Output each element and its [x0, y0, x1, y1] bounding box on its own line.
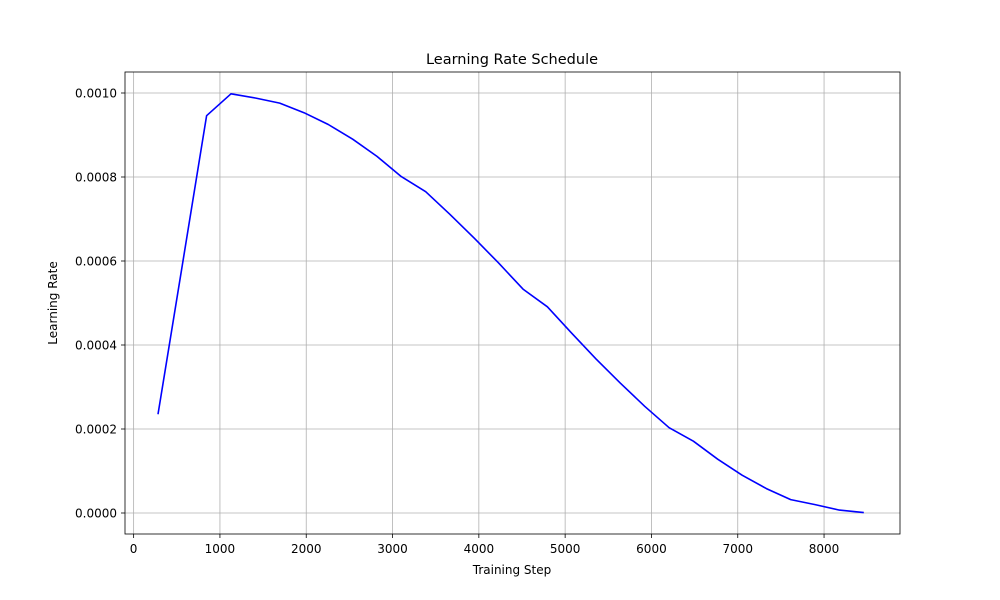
x-tick-label: 7000 [722, 542, 753, 556]
y-axis-label: Learning Rate [46, 261, 60, 344]
chart-title: Learning Rate Schedule [426, 52, 598, 68]
x-axis-ticks: 0 1000 2000 3000 4000 5000 6000 7000 8000 [130, 534, 840, 556]
x-tick-label: 8000 [809, 542, 840, 556]
x-tick-label: 0 [130, 542, 138, 556]
x-tick-label: 1000 [205, 542, 236, 556]
x-tick-label: 3000 [377, 542, 408, 556]
y-tick-label: 0.0008 [75, 171, 117, 185]
x-tick-label: 5000 [550, 542, 581, 556]
x-axis-label: Training Step [472, 563, 552, 577]
y-tick-label: 0.0002 [75, 423, 117, 437]
y-tick-label: 0.0000 [75, 507, 117, 521]
y-tick-label: 0.0006 [75, 255, 117, 269]
x-tick-label: 2000 [291, 542, 322, 556]
y-axis-ticks: 0.0000 0.0002 0.0004 0.0006 0.0008 0.0010 [75, 87, 125, 521]
y-tick-label: 0.0010 [75, 87, 117, 101]
y-tick-label: 0.0004 [75, 339, 117, 353]
x-tick-label: 4000 [464, 542, 495, 556]
grid [125, 72, 900, 534]
x-tick-label: 6000 [636, 542, 667, 556]
series-line [157, 93, 864, 514]
series-layer [157, 93, 864, 514]
plot-frame [124, 71, 901, 535]
